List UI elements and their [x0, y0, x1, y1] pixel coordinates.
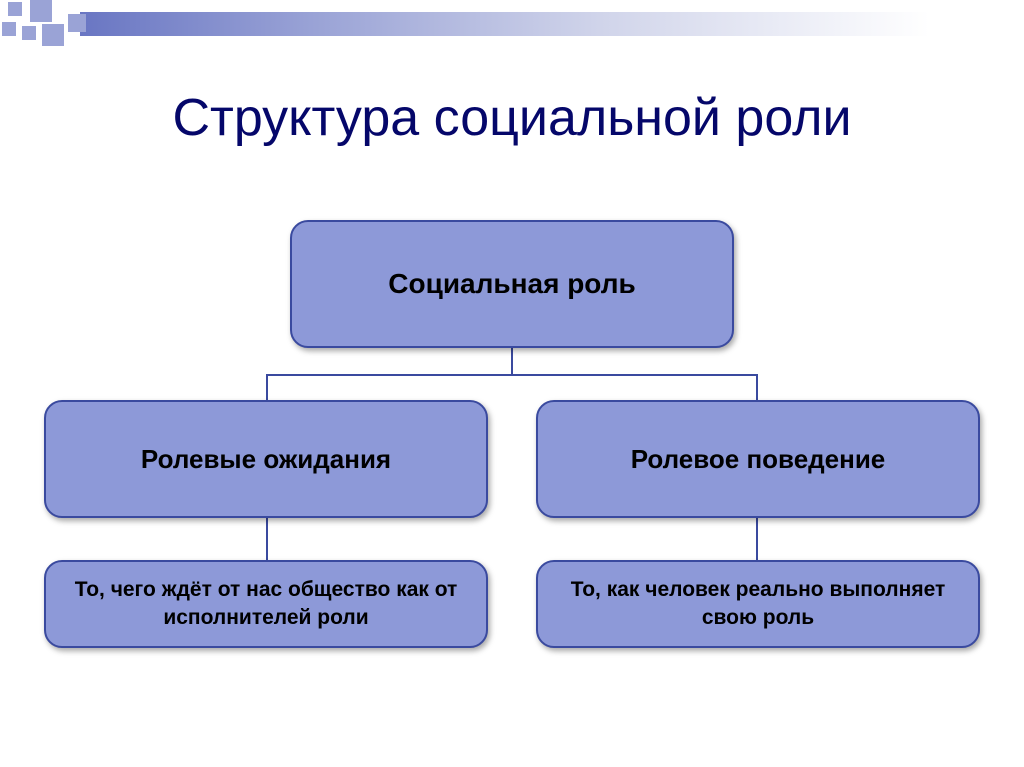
- slide-decoration: [0, 0, 1024, 48]
- connector: [756, 518, 758, 560]
- square: [30, 0, 52, 22]
- node-root: Социальная роль: [290, 220, 734, 348]
- connector: [266, 374, 758, 376]
- connector: [756, 374, 758, 400]
- node-behavior-desc: То, как человек реально выполняет свою р…: [536, 560, 980, 648]
- square: [8, 2, 22, 16]
- hierarchy-diagram: Социальная роль Ролевые ожидания Ролевое…: [0, 220, 1024, 720]
- node-label: То, чего ждёт от нас общество как от исп…: [66, 576, 466, 633]
- connector: [266, 374, 268, 400]
- node-label: Ролевое поведение: [631, 444, 886, 475]
- gradient-bar: [80, 12, 1024, 36]
- node-label: Социальная роль: [388, 268, 635, 300]
- connector: [511, 348, 513, 374]
- node-label: Ролевые ожидания: [141, 444, 391, 475]
- connector: [266, 518, 268, 560]
- square: [2, 22, 16, 36]
- node-expectations: Ролевые ожидания: [44, 400, 488, 518]
- square: [68, 14, 86, 32]
- slide-title: Структура социальной роли: [0, 88, 1024, 148]
- node-behavior: Ролевое поведение: [536, 400, 980, 518]
- square: [42, 24, 64, 46]
- node-expectations-desc: То, чего ждёт от нас общество как от исп…: [44, 560, 488, 648]
- node-label: То, как человек реально выполняет свою р…: [558, 576, 958, 633]
- square: [22, 26, 36, 40]
